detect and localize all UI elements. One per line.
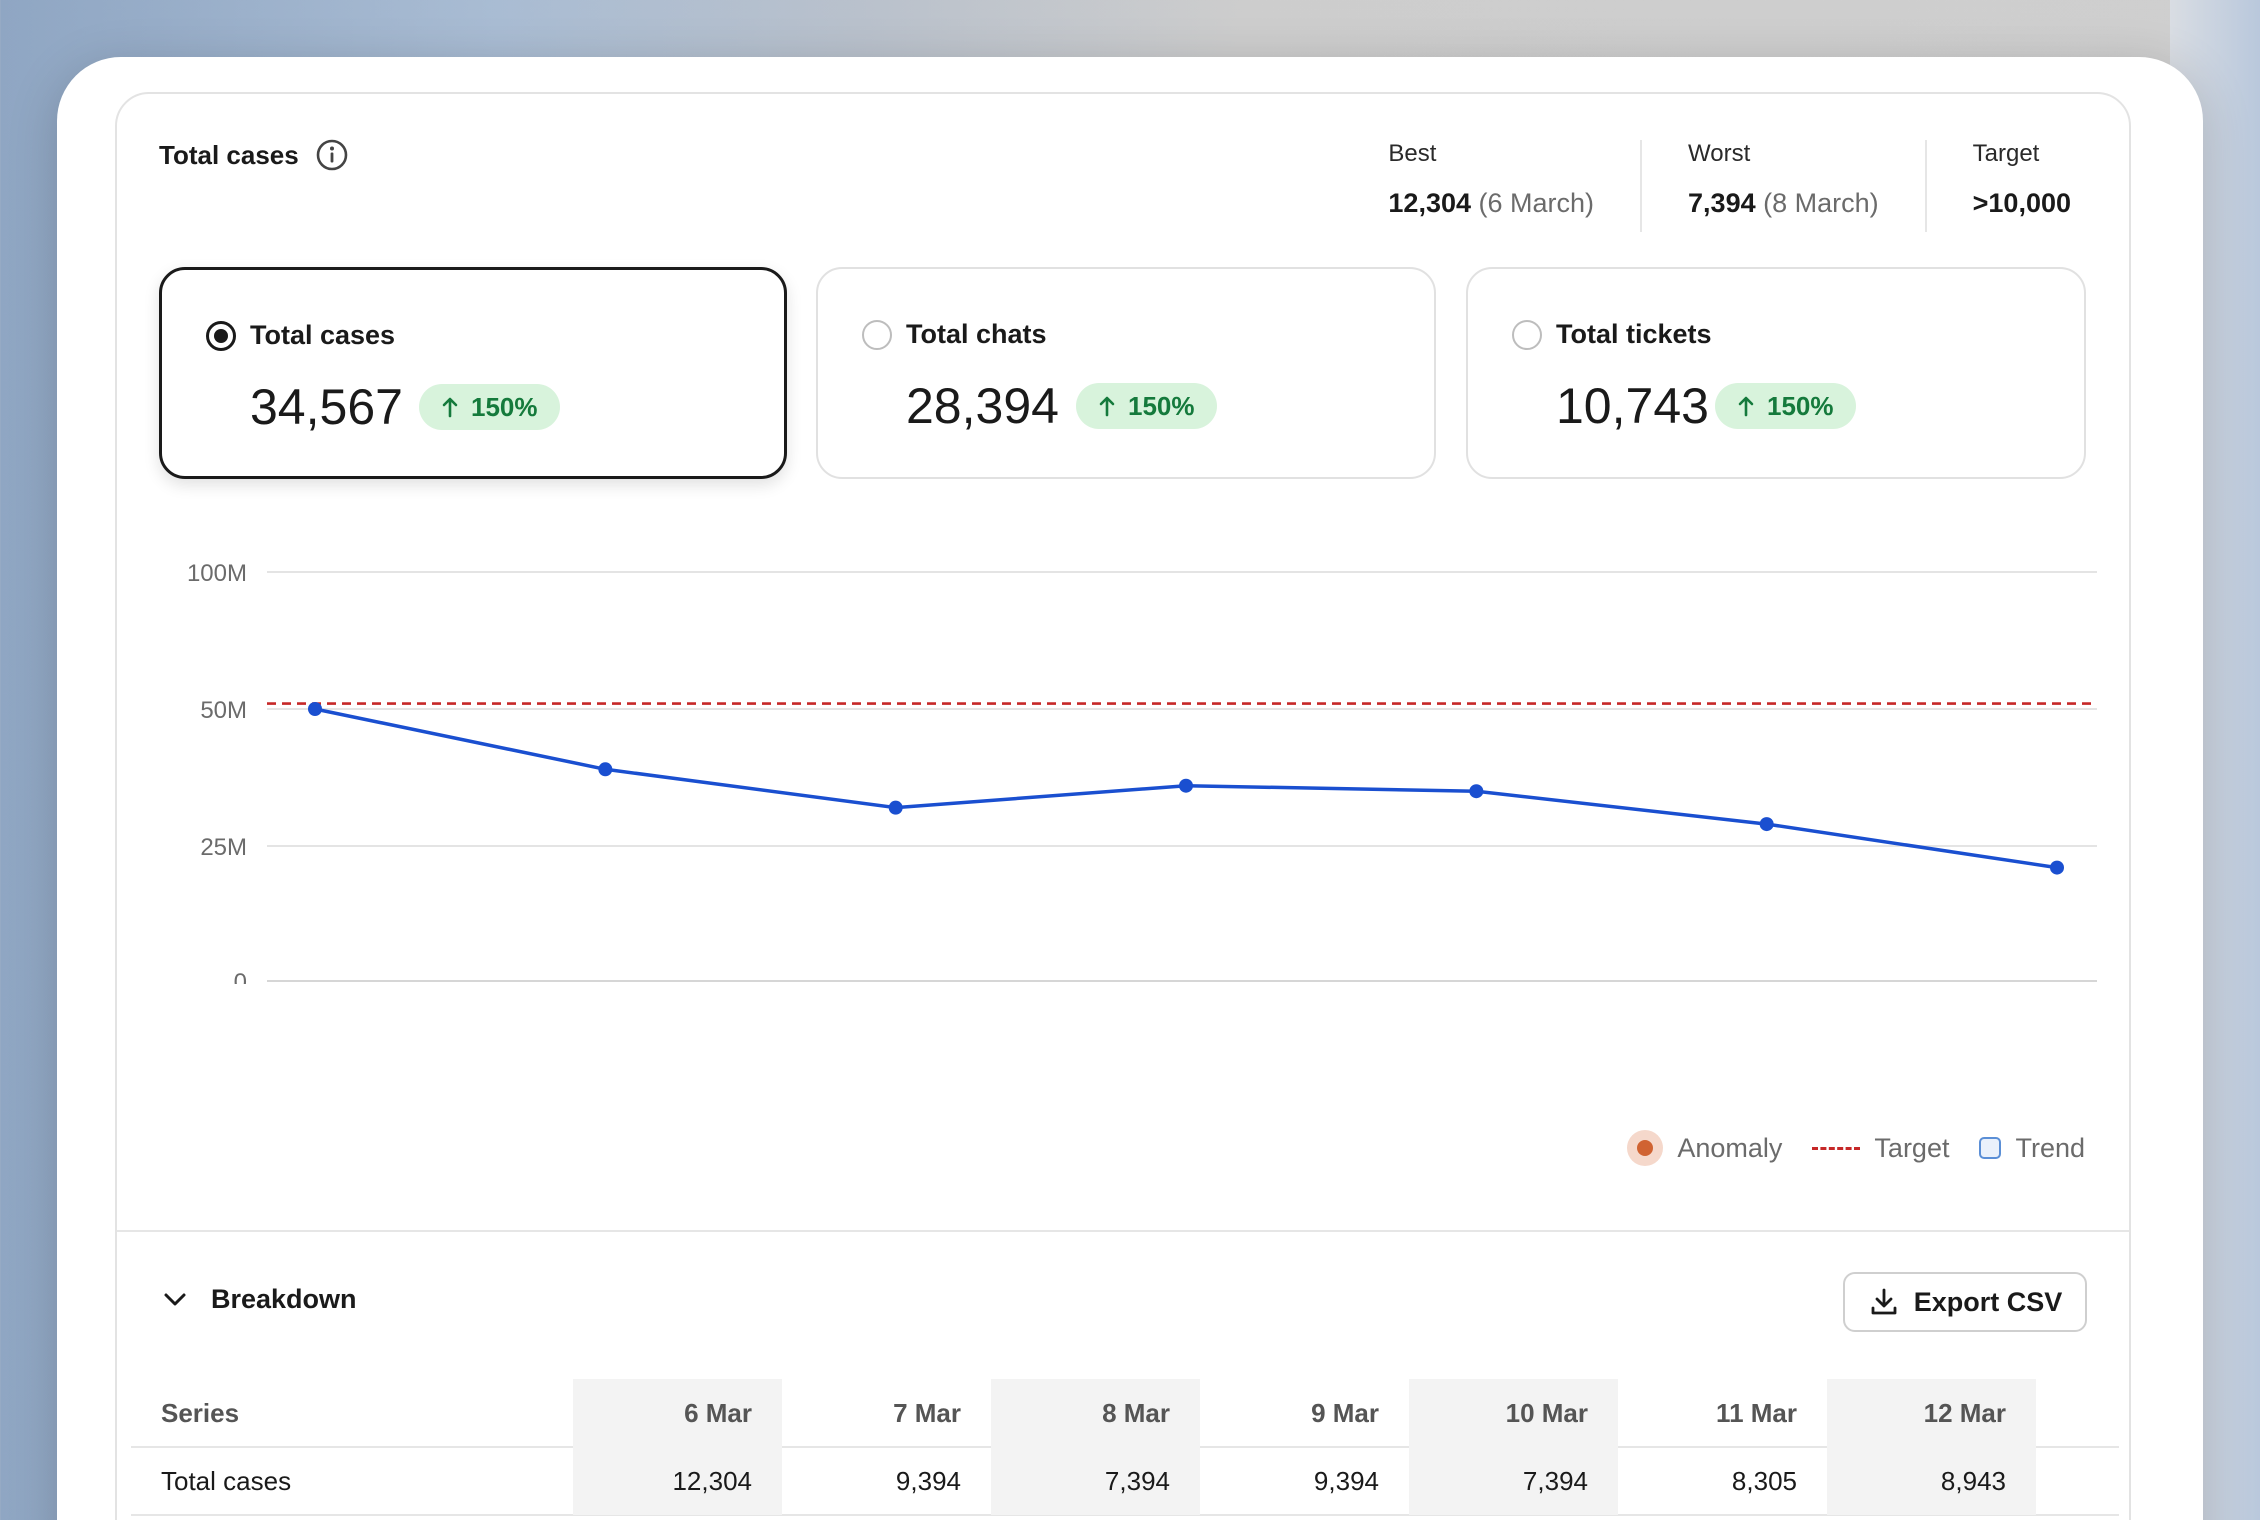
column-header[interactable]: 10 Mar xyxy=(1409,1379,1618,1447)
legend-anomaly[interactable]: Anomaly xyxy=(1627,1130,1782,1166)
breakdown-toggle[interactable]: Breakdown xyxy=(161,1284,357,1315)
table-cell: 8,943 xyxy=(1827,1447,2036,1515)
info-icon[interactable] xyxy=(315,138,349,172)
metric-radio[interactable] xyxy=(1512,320,1542,350)
arrow-up-icon xyxy=(1099,396,1115,417)
chart-legend: Anomaly Target Trend xyxy=(1627,1130,2085,1166)
dashed-line-icon xyxy=(1812,1146,1861,1150)
chevron-down-icon xyxy=(164,1293,186,1305)
data-point xyxy=(2050,860,2064,875)
legend-label: Target xyxy=(1874,1132,1950,1163)
table-cell: 7,394 xyxy=(1409,1447,1618,1515)
breakdown-label: Breakdown xyxy=(211,1284,357,1314)
arrow-up-icon xyxy=(442,397,458,418)
stat-note: (6 March) xyxy=(1478,188,1595,218)
export-label: Export CSV xyxy=(1913,1286,2063,1317)
metric-card-total-tickets[interactable]: Total tickets 10,743 150% xyxy=(1466,267,2086,479)
table-cell: 8,305 xyxy=(1731,1465,1797,1496)
column-header[interactable]: 7 Mar xyxy=(893,1397,961,1428)
arrow-up-icon xyxy=(1738,396,1754,417)
y-tick-label: 25M xyxy=(200,834,247,861)
data-point xyxy=(598,762,613,777)
metric-label: Total chats xyxy=(906,319,1047,349)
y-tick-label: 100M xyxy=(187,560,247,587)
metric-label: Total tickets xyxy=(1556,319,1712,349)
stat-note: (8 March) xyxy=(1763,188,1879,218)
row-series-label: Total cases xyxy=(161,1465,292,1496)
column-header[interactable]: 9 Mar xyxy=(1311,1397,1379,1428)
data-point xyxy=(308,702,322,716)
legend-target[interactable]: Target xyxy=(1812,1133,1949,1164)
data-point xyxy=(888,800,903,815)
y-tick-label: 0 xyxy=(234,969,247,984)
metric-label: Total cases xyxy=(250,320,396,350)
table-cell: 12,304 xyxy=(573,1447,782,1515)
download-icon xyxy=(1871,1288,1897,1315)
metric-card-total-cases[interactable]: Total cases 34,567 150% xyxy=(159,267,787,479)
stat-label: Worst xyxy=(1688,140,1751,167)
column-header[interactable]: 11 Mar xyxy=(1716,1397,1797,1428)
stat-value: 7,394 (8 March) xyxy=(1688,188,1879,219)
stat-label: Target xyxy=(1972,140,2040,167)
column-header[interactable]: 8 Mar xyxy=(991,1379,1200,1447)
legend-trend[interactable]: Trend xyxy=(1979,1133,2085,1164)
table-header-row: Series 6 Mar 7 Mar 8 Mar 9 Mar 10 Mar 11… xyxy=(131,1379,2119,1448)
table-cell: 9,394 xyxy=(1313,1465,1379,1496)
stat-best: Best 12,304 (6 March) xyxy=(1388,140,1640,232)
section-divider xyxy=(117,1230,2129,1232)
metric-card-total-chats[interactable]: Total chats 28,394 150% xyxy=(816,267,1436,479)
change-badge: 150% xyxy=(419,384,560,430)
export-csv-button[interactable]: Export CSV xyxy=(1843,1272,2087,1332)
metric-value: 34,567 xyxy=(250,379,403,435)
checkbox-icon[interactable] xyxy=(1979,1137,2002,1159)
y-tick-label: 50M xyxy=(200,697,247,724)
data-point xyxy=(1179,778,1193,793)
column-header[interactable]: Series xyxy=(161,1397,240,1428)
metric-radio[interactable] xyxy=(862,320,892,350)
table-cell: 7,394 xyxy=(991,1447,1200,1515)
change-value: 150% xyxy=(1767,390,1834,421)
legend-label: Anomaly xyxy=(1677,1132,1783,1163)
change-value: 150% xyxy=(471,391,538,422)
stat-target: Target >10,000 xyxy=(1924,140,2071,232)
table-cell: 9,394 xyxy=(895,1465,961,1496)
metric-value: 28,394 xyxy=(906,378,1059,434)
column-header[interactable]: 12 Mar xyxy=(1827,1379,2036,1447)
stat-label: Best xyxy=(1388,140,1437,167)
breakdown-table: Series 6 Mar 7 Mar 8 Mar 9 Mar 10 Mar 11… xyxy=(131,1379,2119,1516)
legend-label: Trend xyxy=(2015,1132,2085,1163)
stat-value: 12,304 (6 March) xyxy=(1388,188,1594,219)
data-point xyxy=(1469,784,1484,799)
window: Total cases Best 12,304 (6 March) Worst … xyxy=(57,57,2203,1520)
data-point xyxy=(1759,817,1774,832)
change-badge: 150% xyxy=(1076,383,1217,429)
table-row[interactable]: Total cases 12,304 9,394 7,394 9,394 7,3… xyxy=(131,1447,2119,1516)
card-header: Total cases xyxy=(159,138,349,172)
stat-value: >10,000 xyxy=(1973,188,2071,219)
total-cases-card: Total cases Best 12,304 (6 March) Worst … xyxy=(115,92,2131,1520)
summary-stats: Best 12,304 (6 March) Worst 7,394 (8 Mar… xyxy=(1388,140,2071,232)
change-value: 150% xyxy=(1128,390,1195,421)
stat-number: 12,304 xyxy=(1388,188,1471,218)
column-header[interactable]: 6 Mar xyxy=(573,1379,782,1447)
stat-number: 7,394 xyxy=(1688,188,1756,218)
page-title: Total cases xyxy=(159,139,299,170)
stat-worst: Worst 7,394 (8 March) xyxy=(1640,140,1925,232)
stat-number: >10,000 xyxy=(1972,188,2071,218)
anomaly-icon xyxy=(1627,1130,1664,1166)
change-badge: 150% xyxy=(1715,383,1856,429)
metric-value: 10,743 xyxy=(1556,378,1709,434)
metric-radio[interactable] xyxy=(206,321,236,351)
